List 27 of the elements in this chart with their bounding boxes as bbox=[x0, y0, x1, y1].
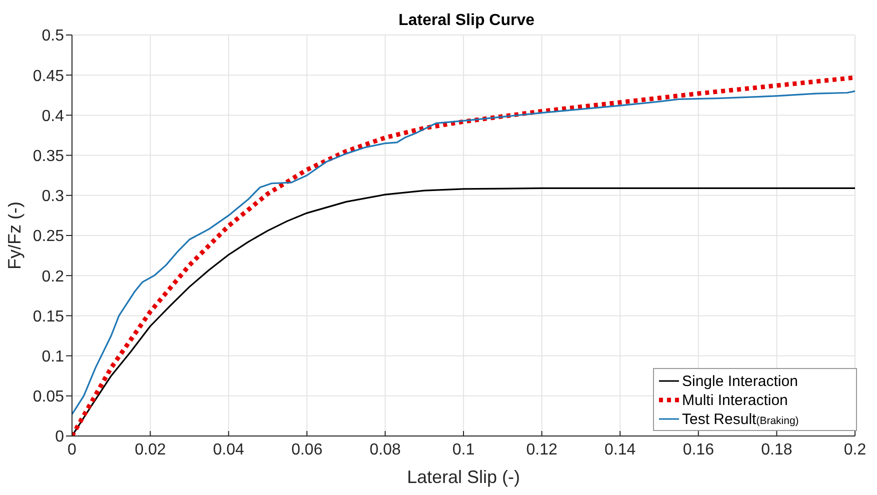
x-tick-label: 0.08 bbox=[370, 441, 401, 458]
x-tick-label: 0.18 bbox=[761, 441, 792, 458]
x-tick-label: 0.16 bbox=[682, 441, 714, 458]
y-tick-label: 0 bbox=[55, 428, 64, 446]
x-tick-label: 0.14 bbox=[604, 441, 636, 458]
legend-label: Single Interaction bbox=[682, 372, 798, 390]
x-tick-label: 0.06 bbox=[291, 441, 323, 458]
y-tick-label: 0.25 bbox=[32, 228, 64, 246]
y-tick-label: 0.5 bbox=[42, 28, 64, 45]
x-tick-label: 0 bbox=[68, 441, 77, 458]
x-tick-label: 0.12 bbox=[526, 441, 558, 458]
x-tick-label: 0.2 bbox=[844, 441, 866, 458]
y-tick-label: 0.3 bbox=[42, 188, 64, 206]
legend-label: Test Result(Braking) bbox=[682, 410, 799, 428]
y-tick-label: 0.15 bbox=[32, 308, 64, 326]
y-tick-label: 0.4 bbox=[42, 108, 64, 125]
x-axis-title: Lateral Slip (-) bbox=[406, 467, 520, 487]
x-tick-label: 0.04 bbox=[213, 441, 244, 458]
x-tick-label: 0.02 bbox=[134, 441, 166, 458]
x-tick-label: 0.1 bbox=[452, 441, 475, 458]
y-tick-label: 0.35 bbox=[32, 148, 64, 165]
y-tick-label: 0.45 bbox=[32, 68, 64, 85]
chart-title: Lateral Slip Curve bbox=[397, 12, 536, 30]
y-tick-label: 0.05 bbox=[32, 388, 64, 406]
y-tick-label: 0.2 bbox=[42, 268, 64, 286]
legend-label: Multi Interaction bbox=[682, 392, 788, 408]
y-tick-label: 0.1 bbox=[42, 348, 64, 366]
